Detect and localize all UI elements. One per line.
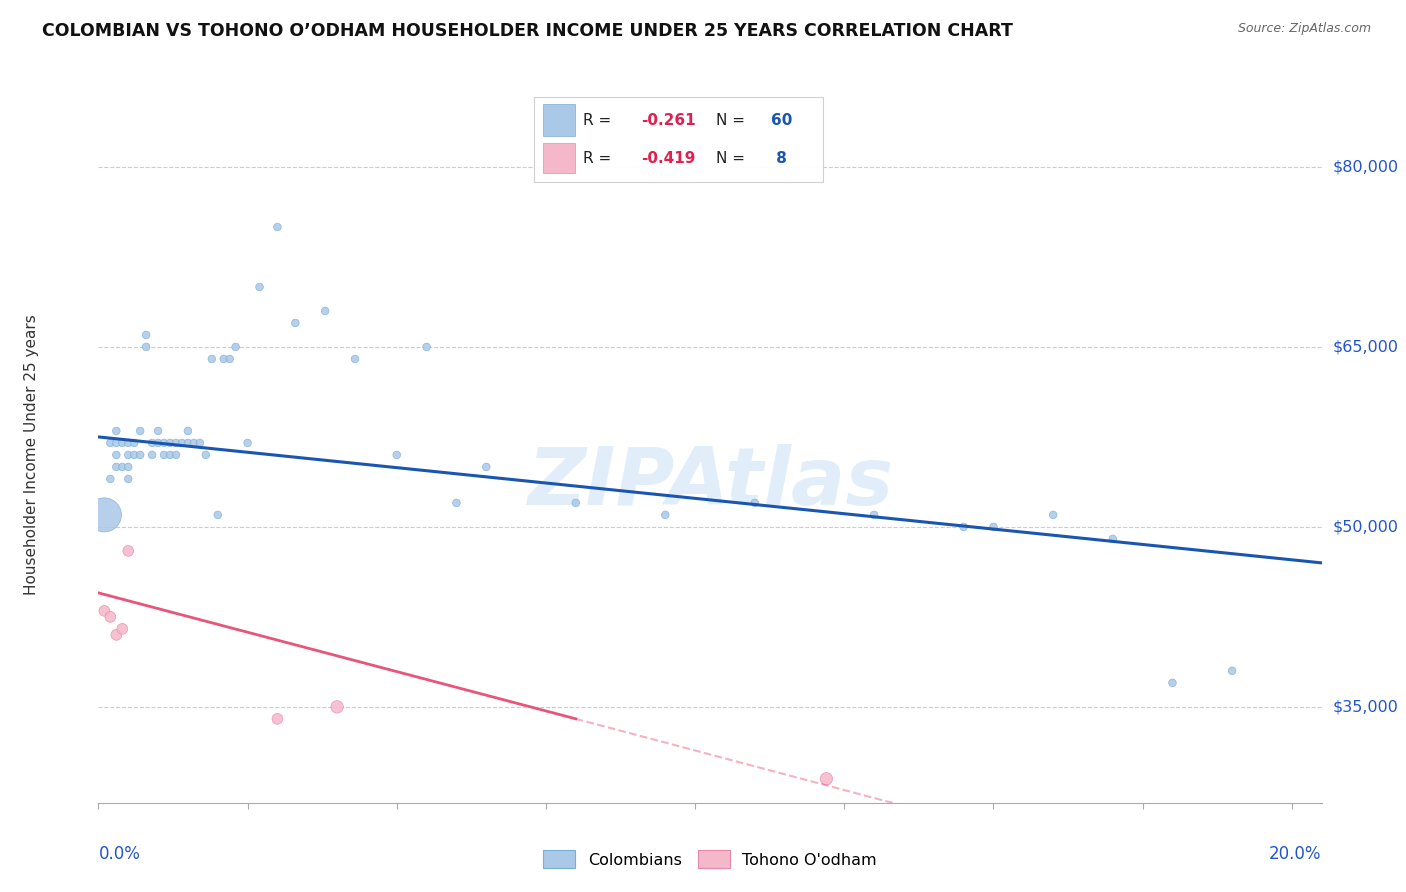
Bar bbox=[543, 143, 575, 173]
Point bbox=[117, 472, 139, 486]
Point bbox=[129, 424, 152, 438]
Point bbox=[744, 496, 766, 510]
Point bbox=[93, 508, 115, 522]
Point bbox=[183, 436, 205, 450]
Point bbox=[98, 436, 121, 450]
Point bbox=[165, 448, 187, 462]
Point bbox=[105, 459, 128, 474]
Point bbox=[343, 351, 366, 366]
Text: Householder Income Under 25 years: Householder Income Under 25 years bbox=[24, 315, 38, 595]
Point bbox=[188, 436, 211, 450]
Point bbox=[475, 459, 498, 474]
Text: $80,000: $80,000 bbox=[1333, 160, 1399, 175]
Text: R =: R = bbox=[583, 151, 616, 166]
Text: N =: N = bbox=[716, 112, 749, 128]
Point bbox=[122, 448, 145, 462]
Text: ZIPAtlas: ZIPAtlas bbox=[527, 443, 893, 522]
Text: $50,000: $50,000 bbox=[1333, 519, 1399, 534]
Point bbox=[93, 604, 115, 618]
Point bbox=[135, 328, 157, 343]
Text: COLOMBIAN VS TOHONO O’ODHAM HOUSEHOLDER INCOME UNDER 25 YEARS CORRELATION CHART: COLOMBIAN VS TOHONO O’ODHAM HOUSEHOLDER … bbox=[42, 22, 1014, 40]
Point bbox=[415, 340, 437, 354]
Point bbox=[122, 436, 145, 450]
Point bbox=[98, 472, 121, 486]
Point bbox=[105, 628, 128, 642]
Point bbox=[194, 448, 217, 462]
Legend: Colombians, Tohono O'odham: Colombians, Tohono O'odham bbox=[537, 844, 883, 875]
Point bbox=[111, 622, 134, 636]
Text: -0.419: -0.419 bbox=[641, 151, 696, 166]
Point bbox=[117, 459, 139, 474]
Point bbox=[177, 424, 200, 438]
Point bbox=[314, 304, 336, 318]
Point bbox=[105, 448, 128, 462]
Point bbox=[1220, 664, 1243, 678]
Point bbox=[177, 436, 200, 450]
Text: -0.261: -0.261 bbox=[641, 112, 696, 128]
Point bbox=[266, 712, 288, 726]
Point bbox=[1042, 508, 1064, 522]
Point bbox=[201, 351, 224, 366]
Point bbox=[153, 448, 176, 462]
Point bbox=[863, 508, 886, 522]
Point bbox=[135, 340, 157, 354]
Bar bbox=[543, 104, 575, 136]
Point bbox=[98, 610, 121, 624]
Point bbox=[146, 436, 169, 450]
Point bbox=[165, 436, 187, 450]
Text: 8: 8 bbox=[770, 151, 786, 166]
Point bbox=[111, 459, 134, 474]
Point bbox=[141, 448, 163, 462]
Point bbox=[1161, 676, 1184, 690]
Point bbox=[117, 448, 139, 462]
Point bbox=[446, 496, 468, 510]
Point bbox=[385, 448, 408, 462]
Text: 20.0%: 20.0% bbox=[1270, 845, 1322, 863]
Point bbox=[1101, 532, 1123, 546]
Point bbox=[284, 316, 307, 330]
Point bbox=[218, 351, 240, 366]
Text: $65,000: $65,000 bbox=[1333, 340, 1399, 354]
Point bbox=[111, 436, 134, 450]
Point bbox=[170, 436, 193, 450]
Point bbox=[212, 351, 235, 366]
Point bbox=[141, 436, 163, 450]
Point bbox=[105, 424, 128, 438]
Point bbox=[159, 436, 181, 450]
Point bbox=[105, 436, 128, 450]
Text: Source: ZipAtlas.com: Source: ZipAtlas.com bbox=[1237, 22, 1371, 36]
Point bbox=[159, 448, 181, 462]
Point bbox=[225, 340, 247, 354]
Text: $35,000: $35,000 bbox=[1333, 699, 1399, 714]
Point bbox=[565, 496, 588, 510]
Point bbox=[266, 219, 288, 234]
Text: R =: R = bbox=[583, 112, 616, 128]
Text: 0.0%: 0.0% bbox=[98, 845, 141, 863]
Point bbox=[153, 436, 176, 450]
Text: 60: 60 bbox=[770, 112, 792, 128]
Point bbox=[815, 772, 838, 786]
Point bbox=[236, 436, 259, 450]
Point bbox=[983, 520, 1005, 534]
Text: N =: N = bbox=[716, 151, 749, 166]
Point bbox=[117, 544, 139, 558]
Point bbox=[146, 424, 169, 438]
Point bbox=[654, 508, 676, 522]
Point bbox=[249, 280, 271, 294]
Point bbox=[952, 520, 974, 534]
Point bbox=[207, 508, 229, 522]
Point bbox=[129, 448, 152, 462]
Point bbox=[326, 699, 349, 714]
Point bbox=[117, 436, 139, 450]
